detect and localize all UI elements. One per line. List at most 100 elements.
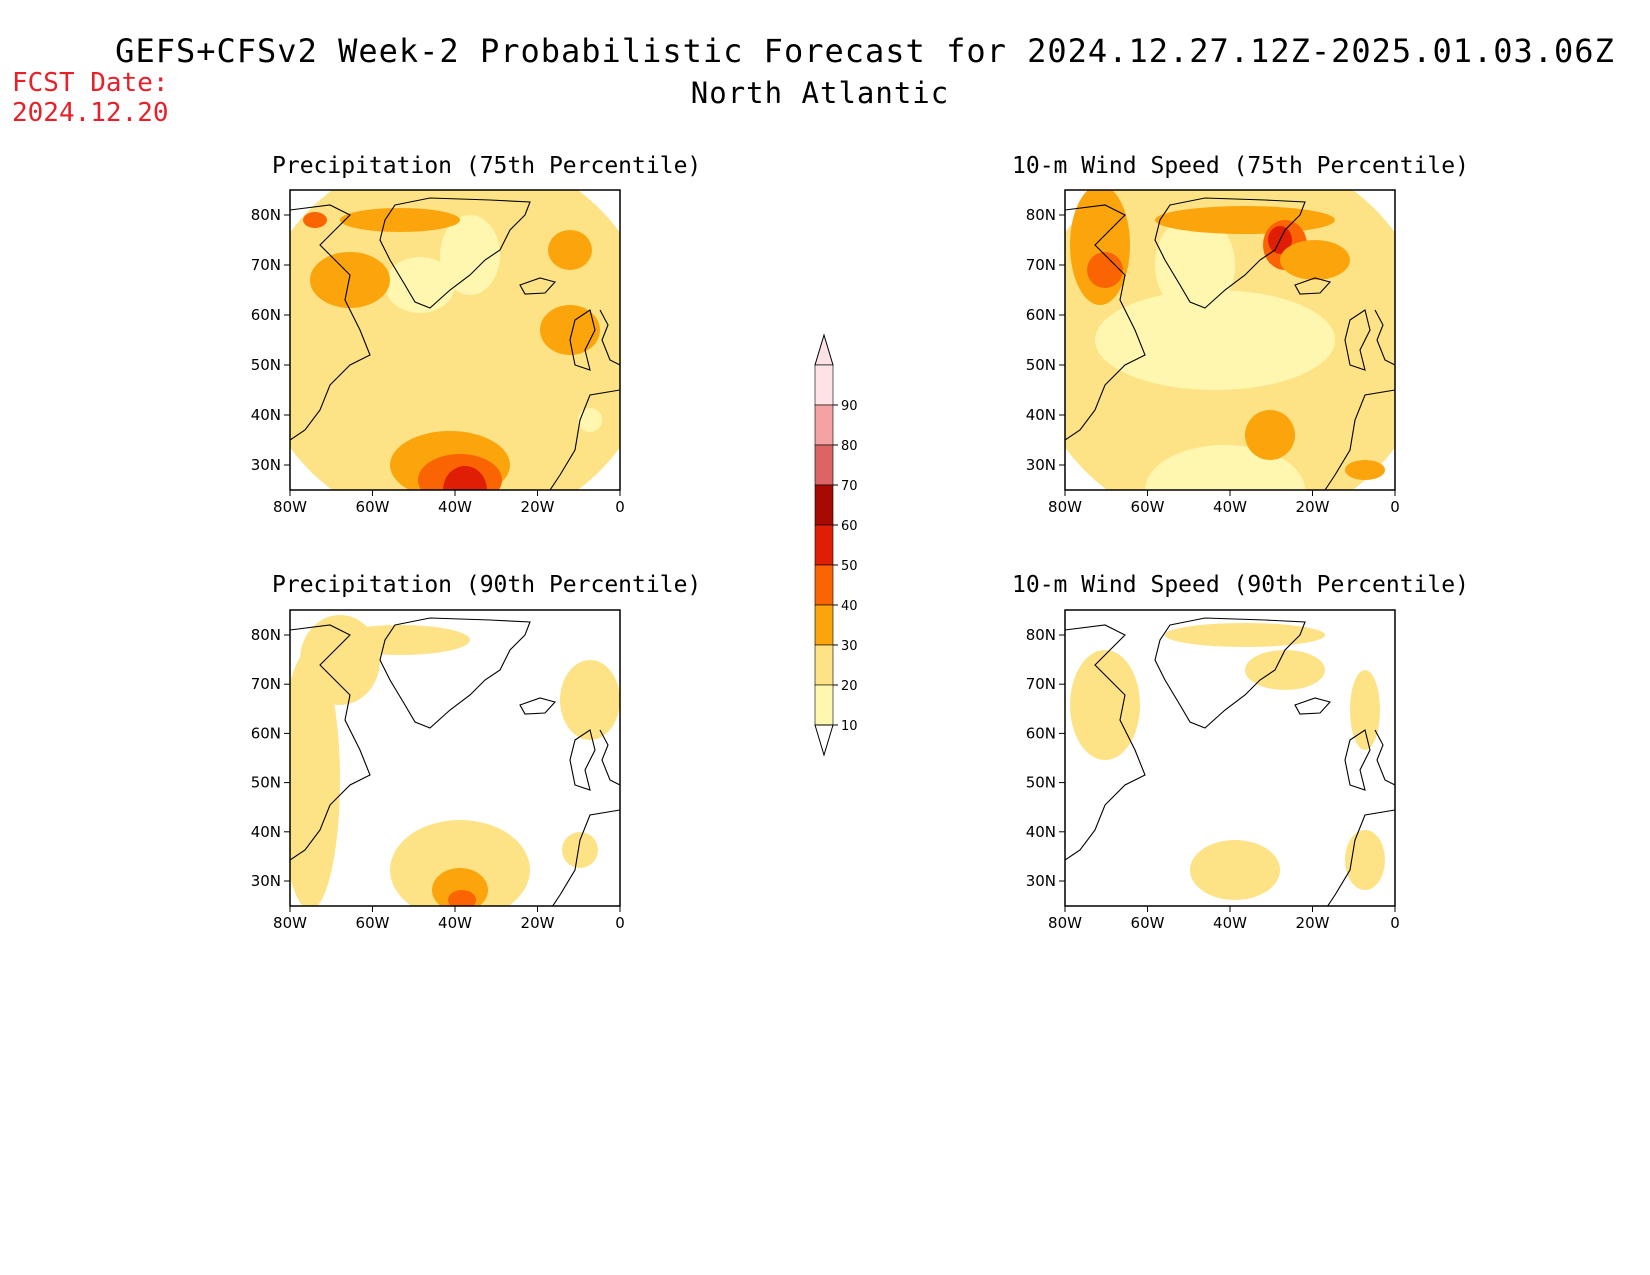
lon-label: 40W (1213, 498, 1247, 516)
coastline (519, 697, 557, 715)
coastline (1324, 389, 1395, 490)
lat-label: 80N (1026, 626, 1056, 644)
colorbar-label: 30 (841, 639, 858, 654)
shade-blob (1095, 290, 1335, 390)
lon-label: 20W (521, 498, 555, 516)
lon-label: 60W (1131, 914, 1165, 932)
lon-label: 40W (1213, 914, 1247, 932)
shade-blob (1087, 252, 1123, 288)
coastlines (290, 617, 620, 906)
colorbar-bottom-cap (814, 724, 834, 757)
lon-label: 80W (1048, 914, 1082, 932)
shade-blob (540, 305, 600, 355)
shade-blob (385, 257, 455, 313)
panel-title-wind-75: 10-m Wind Speed (75th Percentile) (1012, 153, 1469, 179)
coastline (599, 309, 620, 366)
lat-label: 70N (1026, 675, 1056, 693)
shade-blob (1345, 460, 1385, 480)
colorbar-label: 50 (841, 559, 858, 574)
colorbar-top-cap (814, 333, 834, 366)
lon-label: 80W (1048, 498, 1082, 516)
lat-label: 40N (1026, 823, 1056, 841)
shade-blob (560, 660, 620, 740)
lon-label: 80W (273, 498, 307, 516)
coastline (1344, 729, 1371, 791)
panel-title-precip-75: Precipitation (75th Percentile) (272, 153, 702, 179)
coastline (549, 389, 620, 490)
coastline (569, 309, 596, 371)
coastline (290, 204, 371, 441)
coastline (552, 809, 620, 906)
lat-label: 60N (251, 724, 281, 742)
lat-label: 60N (1026, 724, 1056, 742)
colorbar-label: 10 (841, 719, 858, 734)
colorbar-box (814, 524, 834, 566)
colorbar-label: 80 (841, 439, 858, 454)
lat-label: 50N (1026, 774, 1056, 792)
colorbar-box (814, 484, 834, 526)
lat-label: 40N (1026, 406, 1056, 424)
lon-label: 0 (1390, 914, 1400, 932)
coastline (379, 197, 531, 309)
lon-label: 0 (615, 914, 625, 932)
colorbar-label: 40 (841, 599, 858, 614)
lon-label: 40W (438, 498, 472, 516)
shade-blob (1155, 206, 1335, 234)
colorbar-box (814, 564, 834, 606)
lat-label: 30N (1026, 872, 1056, 890)
colorbar-label: 20 (841, 679, 858, 694)
coastlines (1065, 197, 1395, 490)
coastline (379, 617, 531, 729)
coastlines (1065, 617, 1395, 906)
lon-label: 60W (356, 914, 390, 932)
colorbar-label: 60 (841, 519, 858, 534)
region-subtitle: North Atlantic (690, 76, 950, 110)
shade-blob (303, 212, 327, 228)
coastline (1154, 617, 1306, 729)
map-wind-75: 80N 70N 60N 50N 40N 30N 80W 60W 40W 20W 0 (1026, 189, 1400, 516)
shade-blob (1165, 623, 1325, 647)
shading-layer (1070, 623, 1385, 900)
colorbar-box (814, 404, 834, 446)
shade-blob (1155, 215, 1235, 315)
coastline (1154, 197, 1306, 309)
colorbar: 10 20 30 40 50 60 70 80 90 (814, 333, 858, 757)
fcst-date-value: 2024.12.20 (12, 98, 169, 128)
lon-label: 20W (1296, 914, 1330, 932)
shade-blob (443, 466, 487, 490)
lat-label: 60N (1026, 306, 1056, 324)
map-precip-90: 80N 70N 60N 50N 40N 30N 80W 60W 40W 20W 0 (251, 609, 625, 932)
lat-label: 40N (251, 406, 281, 424)
lat-label: 60N (251, 306, 281, 324)
shading-layer (290, 190, 620, 490)
colorbar-box (814, 604, 834, 646)
lat-label: 70N (251, 675, 281, 693)
coastlines (290, 197, 620, 490)
lon-label: 60W (356, 498, 390, 516)
shade-blob (440, 215, 500, 295)
shade-blob (290, 650, 340, 906)
coastline (519, 277, 557, 295)
lat-label: 40N (251, 823, 281, 841)
lon-label: 0 (615, 498, 625, 516)
shading-layer (1065, 190, 1395, 490)
panel-title-wind-90: 10-m Wind Speed (90th Percentile) (1012, 572, 1469, 598)
lon-label: 20W (1296, 498, 1330, 516)
coastline (1374, 309, 1395, 366)
lat-label: 50N (1026, 356, 1056, 374)
lat-label: 80N (251, 206, 281, 224)
shade-blob (1070, 650, 1140, 760)
lat-label: 30N (1026, 456, 1056, 474)
lon-label: 80W (273, 914, 307, 932)
main-title: GEFS+CFSv2 Week-2 Probabilistic Forecast… (115, 32, 1615, 70)
shade-blob (330, 625, 470, 655)
shade-blob (310, 252, 390, 308)
lon-label: 60W (1131, 498, 1165, 516)
shade-blob (548, 230, 592, 270)
coastline (1065, 204, 1146, 441)
colorbar-label: 90 (841, 399, 858, 414)
map-precip-75: 80N 70N 60N 50N 40N 30N 80W 60W 40W 20W 0 (251, 189, 625, 516)
shade-blob (1345, 830, 1385, 890)
lat-label: 70N (1026, 256, 1056, 274)
lat-label: 30N (251, 872, 281, 890)
